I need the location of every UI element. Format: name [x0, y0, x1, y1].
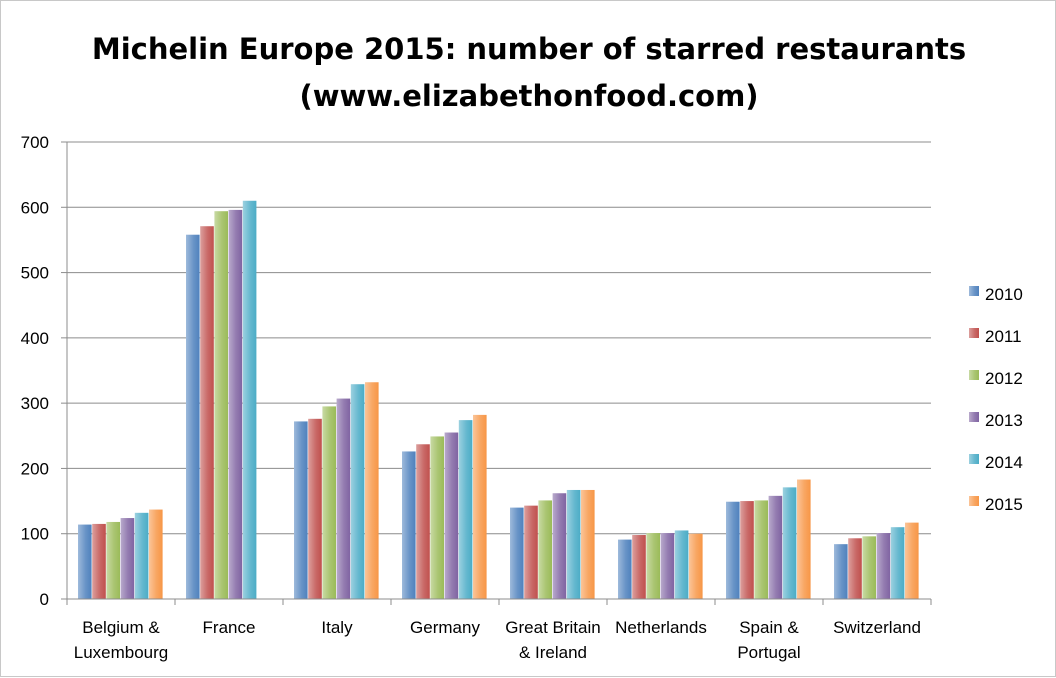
x-category-label: Switzerland — [833, 618, 921, 637]
bar-2012 — [538, 500, 552, 599]
bar-2015 — [797, 479, 811, 599]
legend-swatch-2011 — [969, 328, 979, 338]
bar-2011 — [92, 523, 106, 599]
y-tick-labels: 0 100 200 300 400 500 600 700 — [21, 133, 49, 609]
bar-2011 — [740, 501, 754, 599]
x-category-label: Belgium & Luxembourg — [74, 618, 169, 662]
bar-2015 — [905, 522, 919, 599]
bar-2014 — [458, 420, 473, 599]
bar-2013 — [876, 533, 891, 599]
bar-2010 — [834, 544, 848, 599]
bar-2012 — [862, 536, 876, 599]
bars — [78, 200, 919, 599]
legend-swatch-2014 — [969, 454, 979, 464]
y-tick-label: 700 — [21, 133, 49, 152]
bar-2013 — [768, 495, 783, 599]
bar-2013 — [552, 493, 567, 599]
legend-label-2011: 2011 — [985, 327, 1022, 346]
bar-2011 — [524, 505, 538, 599]
legend-label-2010: 2010 — [985, 285, 1023, 304]
bar-2014 — [782, 487, 797, 599]
bar-2014 — [566, 489, 581, 599]
legend-label-2014: 2014 — [985, 453, 1023, 472]
bar-2012 — [322, 406, 336, 599]
bar-2015 — [365, 382, 379, 599]
bar-2013 — [228, 209, 243, 599]
axes — [61, 141, 932, 605]
bar-2013 — [444, 432, 459, 599]
bar-2015 — [689, 533, 703, 599]
bar-2015 — [149, 509, 163, 599]
bar-2012 — [754, 500, 768, 599]
bar-2014 — [674, 530, 689, 599]
x-category-label: Germany — [410, 618, 480, 637]
bar-2013 — [660, 533, 675, 599]
bar-2012 — [646, 533, 660, 599]
legend-swatch-2013 — [969, 412, 979, 422]
y-tick-label: 600 — [21, 198, 49, 217]
legend-swatch-2010 — [969, 286, 979, 296]
bar-2014 — [242, 200, 257, 599]
bar-2011 — [632, 535, 646, 599]
y-tick-label: 0 — [40, 590, 49, 609]
bar-2013 — [120, 518, 135, 599]
legend-swatch-2012 — [969, 370, 979, 380]
bar-2012 — [430, 436, 444, 599]
bar-2010 — [186, 234, 200, 599]
bar-2011 — [416, 444, 430, 599]
x-category-label: Netherlands — [615, 618, 707, 637]
bar-2013 — [336, 398, 351, 599]
legend-label-2015: 2015 — [985, 495, 1023, 514]
bar-2011 — [848, 538, 862, 599]
legend-label-2013: 2013 — [985, 411, 1023, 430]
legend-label-2012: 2012 — [985, 369, 1023, 388]
y-tick-label: 100 — [21, 525, 49, 544]
bar-2015 — [581, 489, 595, 599]
bar-2014 — [350, 384, 365, 599]
bar-2014 — [134, 512, 149, 599]
bar-2014 — [890, 527, 905, 599]
bar-2010 — [402, 451, 416, 599]
x-category-label: Great Britain & Ireland — [505, 618, 600, 662]
x-category-label: Italy — [321, 618, 353, 637]
bar-2011 — [200, 226, 214, 599]
x-category-labels: Belgium & Luxembourg France Italy Germany Gre… — [74, 618, 921, 662]
bar-2011 — [308, 418, 322, 599]
chart-title-line-2: (www.elizabethonfood.com) — [299, 79, 758, 113]
bar-2012 — [214, 211, 228, 599]
bar-2015 — [473, 414, 487, 599]
bar-2012 — [106, 521, 120, 599]
bar-2010 — [726, 501, 740, 599]
legend-swatch-2015 — [969, 496, 979, 506]
chart-title-line-1: Michelin Europe 2015: number of starred … — [92, 32, 966, 66]
y-tick-label: 500 — [21, 264, 49, 283]
bar-2010 — [294, 421, 308, 599]
y-tick-label: 300 — [21, 394, 49, 413]
bar-2010 — [78, 524, 92, 599]
bar-2010 — [618, 539, 632, 599]
bar-2010 — [510, 507, 524, 599]
y-tick-label: 400 — [21, 329, 49, 348]
y-tick-label: 200 — [21, 459, 49, 478]
legend: 2010 2011 2012 2013 2014 2015 — [969, 285, 1023, 514]
x-category-label: Spain & Portugal — [737, 618, 800, 662]
x-category-label: France — [203, 618, 256, 637]
